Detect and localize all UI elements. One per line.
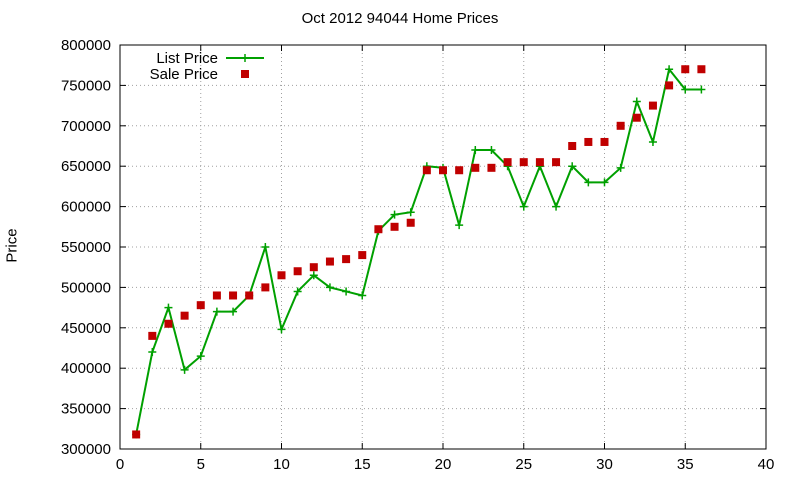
- y-tick-label: 300000: [61, 441, 111, 458]
- data-point: [422, 166, 431, 175]
- data-point: [535, 158, 544, 167]
- data-point: [245, 291, 254, 300]
- x-tick-label: 25: [515, 456, 532, 473]
- data-point: [293, 267, 302, 276]
- data-point: [455, 221, 464, 230]
- data-point: [390, 210, 399, 219]
- data-point: [229, 307, 238, 316]
- series-layer: [132, 65, 706, 439]
- data-point: [390, 222, 399, 231]
- data-point: [406, 218, 415, 227]
- y-tick-label: 400000: [61, 360, 111, 377]
- data-point: [148, 348, 157, 357]
- data-point: [600, 178, 609, 187]
- data-point: [439, 166, 447, 175]
- data-point: [552, 158, 561, 167]
- data-point: [632, 113, 641, 122]
- data-point: [455, 166, 464, 175]
- data-point: [374, 225, 383, 234]
- data-point: [261, 283, 270, 292]
- legend-label: Sale Price: [150, 66, 218, 83]
- data-point: [632, 97, 641, 106]
- data-point: [584, 178, 593, 187]
- data-point: [697, 65, 706, 74]
- data-point: [697, 85, 706, 94]
- data-point: [261, 243, 270, 251]
- data-point: [471, 163, 480, 172]
- y-tick-label: 700000: [61, 118, 111, 135]
- data-point: [503, 158, 512, 167]
- y-tick-label: 450000: [61, 320, 111, 337]
- data-point: [293, 287, 302, 296]
- y-tick-label: 550000: [61, 239, 111, 256]
- data-point: [196, 352, 205, 361]
- data-point: [616, 121, 625, 130]
- series-line: [135, 66, 702, 435]
- data-point: [519, 202, 528, 211]
- x-tick-label: 5: [197, 456, 205, 473]
- data-point: [164, 303, 173, 312]
- data-point: [681, 85, 690, 94]
- data-point: [600, 137, 609, 146]
- data-point: [358, 251, 367, 260]
- data-point: [487, 163, 496, 172]
- data-point: [164, 319, 173, 328]
- data-point: [358, 291, 367, 300]
- legend-marker: [241, 70, 249, 78]
- plot-frame: [119, 44, 767, 450]
- y-tick-label: 500000: [61, 279, 111, 296]
- x-tick-label: 40: [758, 456, 775, 473]
- axis-ticks: 0 5 10 15 20 25 30 35 40 300000 350000 400000 450000…: [61, 37, 774, 473]
- y-tick-label: 350000: [61, 401, 111, 418]
- data-point: [406, 208, 415, 217]
- data-point: [342, 255, 351, 264]
- data-point: [132, 430, 141, 439]
- x-tick-label: 20: [435, 456, 452, 473]
- chart-title: Oct 2012 94044 Home Prices: [301, 10, 499, 27]
- grid: [120, 45, 766, 449]
- data-point: [309, 271, 318, 280]
- data-point: [648, 137, 657, 146]
- data-point: [180, 311, 189, 320]
- series-sale-price: [132, 65, 706, 439]
- data-point: [212, 307, 221, 316]
- data-point: [584, 137, 593, 146]
- x-tick-label: 10: [273, 456, 290, 473]
- data-point: [229, 291, 238, 300]
- y-tick-label: 650000: [61, 158, 111, 175]
- y-tick-label: 750000: [61, 77, 111, 94]
- data-point: [568, 142, 577, 150]
- y-tick-label: 800000: [61, 37, 111, 54]
- data-point: [212, 291, 221, 300]
- data-point: [648, 101, 657, 110]
- data-point: [309, 263, 318, 272]
- x-tick-label: 15: [354, 456, 371, 473]
- data-point: [471, 146, 480, 155]
- data-point: [681, 65, 690, 74]
- legend-marker: [241, 54, 249, 62]
- x-tick-label: 0: [116, 456, 124, 473]
- y-tick-label: 600000: [61, 199, 111, 216]
- series-list-price: [132, 65, 706, 439]
- data-point: [665, 65, 674, 74]
- data-point: [325, 257, 334, 266]
- data-point: [277, 325, 286, 334]
- data-point: [487, 146, 496, 155]
- x-tick-label: 35: [677, 456, 694, 473]
- legend-label: List Price: [156, 50, 218, 67]
- data-point: [519, 158, 528, 167]
- data-point: [552, 202, 561, 211]
- data-point: [196, 301, 205, 310]
- data-point: [665, 81, 674, 90]
- data-point: [148, 331, 157, 340]
- data-point: [342, 287, 351, 296]
- data-point: [568, 162, 577, 171]
- data-point: [325, 283, 334, 292]
- data-point: [180, 365, 189, 374]
- x-tick-label: 30: [596, 456, 613, 473]
- data-point: [616, 163, 625, 172]
- data-point: [277, 271, 286, 280]
